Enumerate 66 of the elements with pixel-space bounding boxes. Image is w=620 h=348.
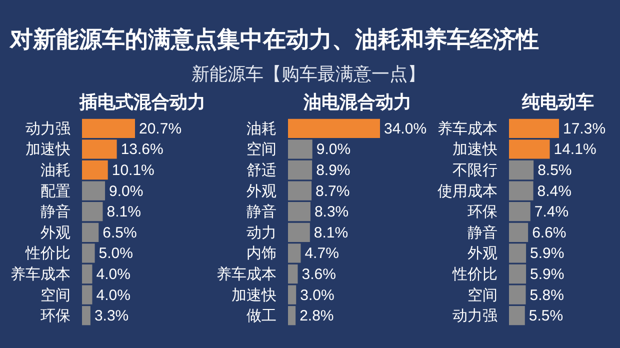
data-label: 14.1% xyxy=(554,141,596,158)
y-tick-label: 动力 xyxy=(246,224,276,242)
chart-title: 插电式混合动力 xyxy=(78,92,206,112)
data-label: 9.0% xyxy=(109,182,144,200)
data-label: 7.4% xyxy=(534,204,569,221)
data-label: 4.7% xyxy=(304,245,339,262)
data-label: 4.0% xyxy=(96,266,130,283)
data-label: 10.1% xyxy=(112,162,154,179)
data-label: 13.6% xyxy=(120,141,164,158)
y-tick-label: 不限行 xyxy=(452,162,498,179)
y-tick-label: 加速快 xyxy=(452,141,498,158)
text: 对新能源车的满意点集中在动力、油耗和养车经济性 xyxy=(9,26,539,52)
data-label: 5.0% xyxy=(98,245,134,262)
data-label: 5.9% xyxy=(530,245,564,262)
text: 新能源车【购车最满意一点】 xyxy=(192,64,426,84)
y-tick-label: 加速快 xyxy=(26,141,70,158)
y-tick-label: 做工 xyxy=(246,308,276,325)
y-tick-label: 静音 xyxy=(246,204,276,221)
y-tick-label: 空间 xyxy=(468,286,498,304)
y-tick-label: 空间 xyxy=(40,286,70,304)
y-tick-label: 外观 xyxy=(246,182,276,200)
data-label: 34.0% xyxy=(384,120,427,138)
data-label: 5.8% xyxy=(530,286,564,304)
y-tick-label: 外观 xyxy=(468,245,498,262)
chart-title: 油电混合动力 xyxy=(302,92,412,112)
y-tick-label: 油耗 xyxy=(40,162,70,179)
data-label: 3.3% xyxy=(94,308,129,325)
y-tick-label: 使用成本 xyxy=(438,182,498,200)
data-label: 2.8% xyxy=(300,308,334,325)
y-tick-label: 静音 xyxy=(468,224,498,242)
data-label: 9.0% xyxy=(316,141,351,158)
y-tick-label: 环保 xyxy=(468,204,498,221)
y-tick-label: 舒适 xyxy=(246,162,276,179)
data-label: 3.0% xyxy=(300,286,334,304)
data-label: 3.6% xyxy=(302,266,336,283)
y-tick-label: 内饰 xyxy=(246,245,276,262)
chart-title: 纯电动车 xyxy=(521,92,594,112)
data-label: 6.5% xyxy=(102,224,137,242)
y-tick-label: 性价比 xyxy=(452,266,498,283)
y-tick-label: 配置 xyxy=(40,182,70,200)
y-tick-label: 动力强 xyxy=(452,308,498,325)
data-label: 20.7% xyxy=(139,120,182,138)
data-label: 5.5% xyxy=(528,308,564,325)
y-tick-label: 养车成本 xyxy=(10,266,70,283)
y-tick-label: 静音 xyxy=(40,204,70,221)
data-label: 8.4% xyxy=(537,182,572,200)
y-tick-label: 空间 xyxy=(246,141,276,158)
data-label: 4.0% xyxy=(96,286,130,304)
data-label: 6.6% xyxy=(532,224,566,242)
data-label: 8.7% xyxy=(316,182,350,200)
data-label: 8.5% xyxy=(538,162,572,179)
data-label: 8.1% xyxy=(106,204,141,221)
y-tick-label: 加速快 xyxy=(232,286,276,304)
y-tick-label: 性价比 xyxy=(24,245,70,262)
data-label: 5.9% xyxy=(530,266,564,283)
data-label: 8.3% xyxy=(314,204,349,221)
y-tick-label: 油耗 xyxy=(246,120,276,138)
data-label: 17.3% xyxy=(563,120,606,138)
y-tick-label: 动力强 xyxy=(26,120,70,138)
y-tick-label: 养车成本 xyxy=(216,266,276,283)
bar xyxy=(288,118,380,138)
y-tick-label: 环保 xyxy=(40,308,70,325)
y-tick-label: 外观 xyxy=(40,224,70,242)
data-label: 8.9% xyxy=(316,162,350,179)
data-label: 8.1% xyxy=(314,224,348,242)
y-tick-label: 养车成本 xyxy=(438,120,498,138)
